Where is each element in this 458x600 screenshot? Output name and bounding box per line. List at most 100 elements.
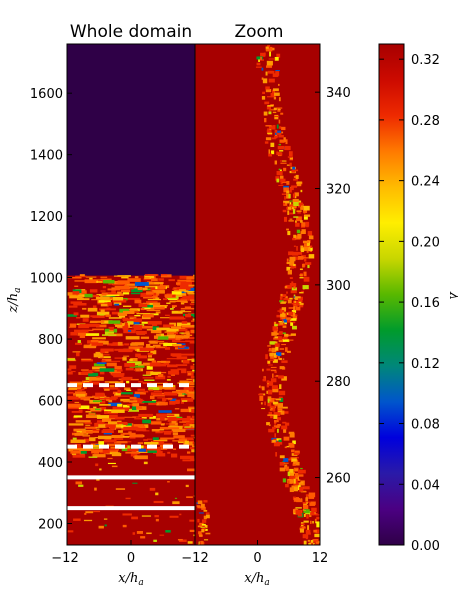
flame-patch [197, 506, 202, 509]
whole-domain-ylabel-main: z/h [6, 293, 21, 314]
flame-patch [111, 452, 122, 457]
flame-patch [101, 430, 114, 434]
flame-patch [282, 209, 287, 213]
flame-patch [124, 322, 128, 326]
flame-patch [103, 387, 118, 390]
flame-patch [273, 414, 278, 419]
flame-patch [148, 387, 160, 391]
flame-patch [291, 458, 297, 462]
flame-patch [302, 509, 306, 511]
flame-patch [175, 364, 188, 366]
flame-patch [147, 438, 153, 440]
flame-patch [189, 303, 195, 305]
flame-patch [186, 276, 195, 280]
flame-patch [274, 343, 280, 348]
flame-patch [117, 291, 122, 294]
flame-patch [276, 323, 281, 326]
flame-patch [308, 235, 314, 240]
flame-patch [283, 436, 290, 441]
flame-patch [74, 443, 82, 448]
flame-patch [108, 402, 122, 407]
flame-patch [277, 424, 281, 427]
flame-patch [268, 111, 272, 115]
flame-patch [164, 347, 171, 350]
flame-patch [286, 180, 290, 185]
flame-patch [270, 92, 275, 98]
flame-patch [312, 539, 319, 541]
flame-patch [278, 375, 284, 379]
flame-patch [144, 441, 159, 445]
flame-patch [148, 389, 154, 392]
flame-patch [140, 445, 144, 449]
flame-patch [89, 321, 98, 324]
flame-patch [134, 455, 148, 460]
flame-patch [283, 187, 289, 193]
flame-patch [186, 378, 195, 381]
flame-patch [126, 298, 140, 300]
flame-patch [108, 330, 114, 332]
flame-patch [133, 424, 144, 428]
flame-patch [171, 420, 177, 424]
flame-patch [261, 77, 264, 80]
flame-patch [299, 302, 304, 306]
flame-patch [180, 307, 195, 310]
flame-patch [264, 118, 267, 123]
flame-patch [264, 101, 270, 105]
flame-patch [67, 371, 73, 375]
flame-patch [88, 372, 99, 377]
flame-patch [140, 307, 145, 311]
flame-patch [274, 135, 278, 138]
flame-patch [285, 139, 288, 145]
flame-patch [278, 321, 284, 323]
flame-patch [290, 333, 296, 336]
flame-patch [67, 396, 79, 400]
flame-patch [300, 245, 304, 250]
flame-patch [137, 442, 144, 445]
flame-patch [280, 302, 286, 304]
flame-patch [281, 343, 287, 346]
zoom-y-tick-label: 320 [326, 183, 351, 198]
flame-patch [164, 331, 177, 333]
flame-patch [190, 418, 195, 422]
flame-patch [105, 437, 111, 442]
flame-patch [164, 391, 178, 396]
flame-patch [261, 96, 266, 100]
flame-patch [293, 201, 300, 207]
flame-patch [115, 323, 130, 327]
flame-patch [72, 454, 86, 458]
flame-patch [300, 220, 303, 223]
flame-patch [109, 369, 121, 374]
flame-patch [95, 463, 99, 467]
flame-patch [307, 525, 310, 530]
flame-patch [107, 388, 120, 390]
flame-patch [184, 306, 191, 309]
flame-patch [277, 108, 281, 111]
flame-patch [103, 279, 115, 284]
flame-patch [80, 314, 90, 318]
flame-patch [101, 334, 117, 336]
flame-patch [290, 322, 294, 326]
flame-patch [187, 372, 192, 376]
flame-patch [152, 326, 159, 330]
flame-patch [179, 284, 193, 289]
whole-domain-ylabel-sub: a [13, 288, 23, 293]
flame-patch [167, 375, 171, 378]
flame-patch [272, 373, 274, 378]
flame-patch [203, 509, 208, 512]
flame-patch [172, 355, 182, 357]
flame-patch [273, 329, 279, 331]
flame-patch [160, 430, 174, 433]
flame-patch [201, 519, 207, 523]
colorbar-tick-label: 0.04 [411, 478, 440, 493]
flame-patch [283, 458, 289, 462]
flame-patch [268, 78, 275, 83]
flame-patch [282, 421, 287, 424]
flame-patch [162, 414, 175, 416]
flame-patch [190, 365, 195, 370]
flame-patch [201, 528, 205, 533]
flame-patch [114, 357, 124, 359]
flame-patch [270, 415, 273, 419]
flame-patch [289, 260, 295, 266]
flame-patch [304, 258, 307, 262]
flame-patch [163, 432, 172, 435]
